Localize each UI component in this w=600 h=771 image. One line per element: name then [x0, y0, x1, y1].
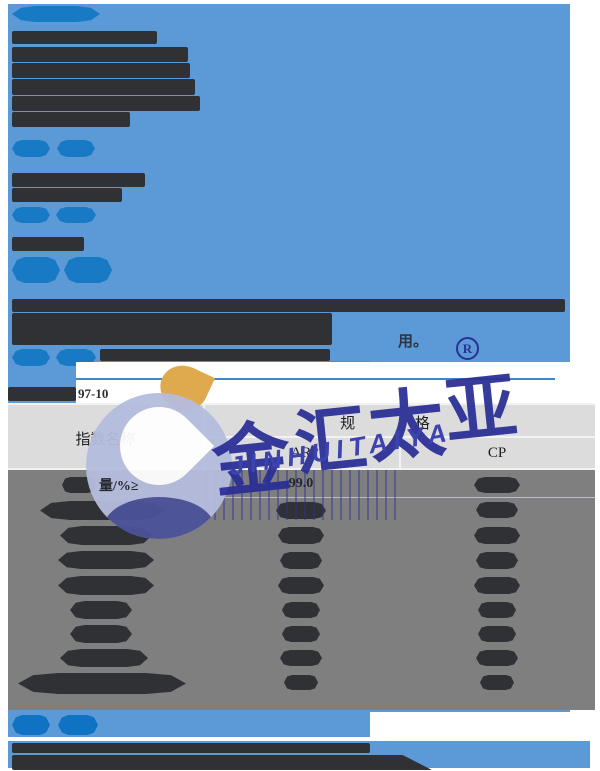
redacted-text-line [100, 349, 330, 361]
cp-value-blob [478, 602, 516, 618]
section-heading-blob [57, 140, 95, 157]
row-label-blob [70, 625, 132, 643]
section-heading-blob [12, 715, 50, 735]
large-section-heading-blob [12, 257, 60, 283]
row-label-blob [58, 576, 154, 595]
redacted-paragraph-block [12, 313, 332, 345]
row-label-blob [58, 551, 154, 569]
row-label-blob [70, 601, 132, 619]
compression-artifact-stripes [205, 470, 398, 520]
row-label-blob [18, 673, 186, 694]
cp-value-blob [476, 650, 518, 666]
horizontal-rule [76, 378, 555, 380]
ar-value-blob [278, 577, 324, 594]
redacted-footer-line [12, 743, 370, 753]
table-divider [8, 403, 595, 405]
globe-logo [86, 393, 232, 539]
product-title-blob [12, 6, 100, 22]
redacted-text-line [12, 79, 195, 95]
ar-value-blob [276, 502, 326, 519]
table-divider [8, 468, 595, 470]
row-label-blob [60, 649, 148, 667]
large-section-heading-blob [64, 257, 112, 283]
row-divider-line [203, 497, 595, 498]
standard-label-blob [8, 387, 76, 401]
ar-value-blob [282, 602, 320, 618]
section-gap [8, 737, 570, 741]
cp-value-blob [474, 577, 520, 594]
grade-ar-header: AR [290, 445, 312, 461]
cp-value-blob [476, 552, 518, 569]
redacted-text-line [12, 47, 188, 62]
registered-trademark-icon: R [456, 337, 479, 360]
row-label-suffix: 量/%≥ [99, 479, 139, 494]
redacted-footer-line [12, 755, 432, 770]
table-divider [205, 436, 595, 438]
redacted-subheading [12, 237, 84, 251]
redacted-text-line [12, 188, 122, 202]
ar-value-blob [280, 552, 322, 569]
spec-group-header: 规 格 [340, 416, 458, 432]
ar-value-blob [278, 527, 324, 544]
ar-value-blob [284, 675, 318, 690]
section-heading-blob [12, 207, 50, 223]
redacted-text-line [12, 173, 145, 187]
redacted-text-line [12, 96, 200, 111]
cp-value-blob [476, 502, 518, 518]
section-heading-blob [12, 349, 50, 366]
redacted-paragraph-line [12, 299, 565, 312]
paragraph-trailing-text: 用。 [398, 334, 429, 350]
section-heading-blob [56, 349, 96, 366]
section-heading-blob [56, 207, 96, 223]
cp-value-blob [478, 626, 516, 642]
grade-cp-header: CP [487, 445, 507, 461]
redacted-text-line [12, 112, 130, 127]
table-divider [399, 438, 401, 470]
cp-value-blob [474, 527, 520, 544]
ar-value-blob [282, 626, 320, 642]
section-heading-blob [12, 140, 50, 157]
ar-value-blob [280, 650, 322, 666]
redacted-text-line [12, 31, 157, 44]
globe-shading [104, 497, 214, 539]
ar-value: 99.0 [288, 476, 314, 491]
standard-code: 97-10 [78, 386, 109, 401]
section-heading-blob [58, 715, 98, 735]
cp-value-blob [480, 675, 514, 690]
redacted-text-line [12, 63, 190, 78]
cp-value-blob [474, 477, 520, 493]
bleached-region [370, 712, 570, 737]
